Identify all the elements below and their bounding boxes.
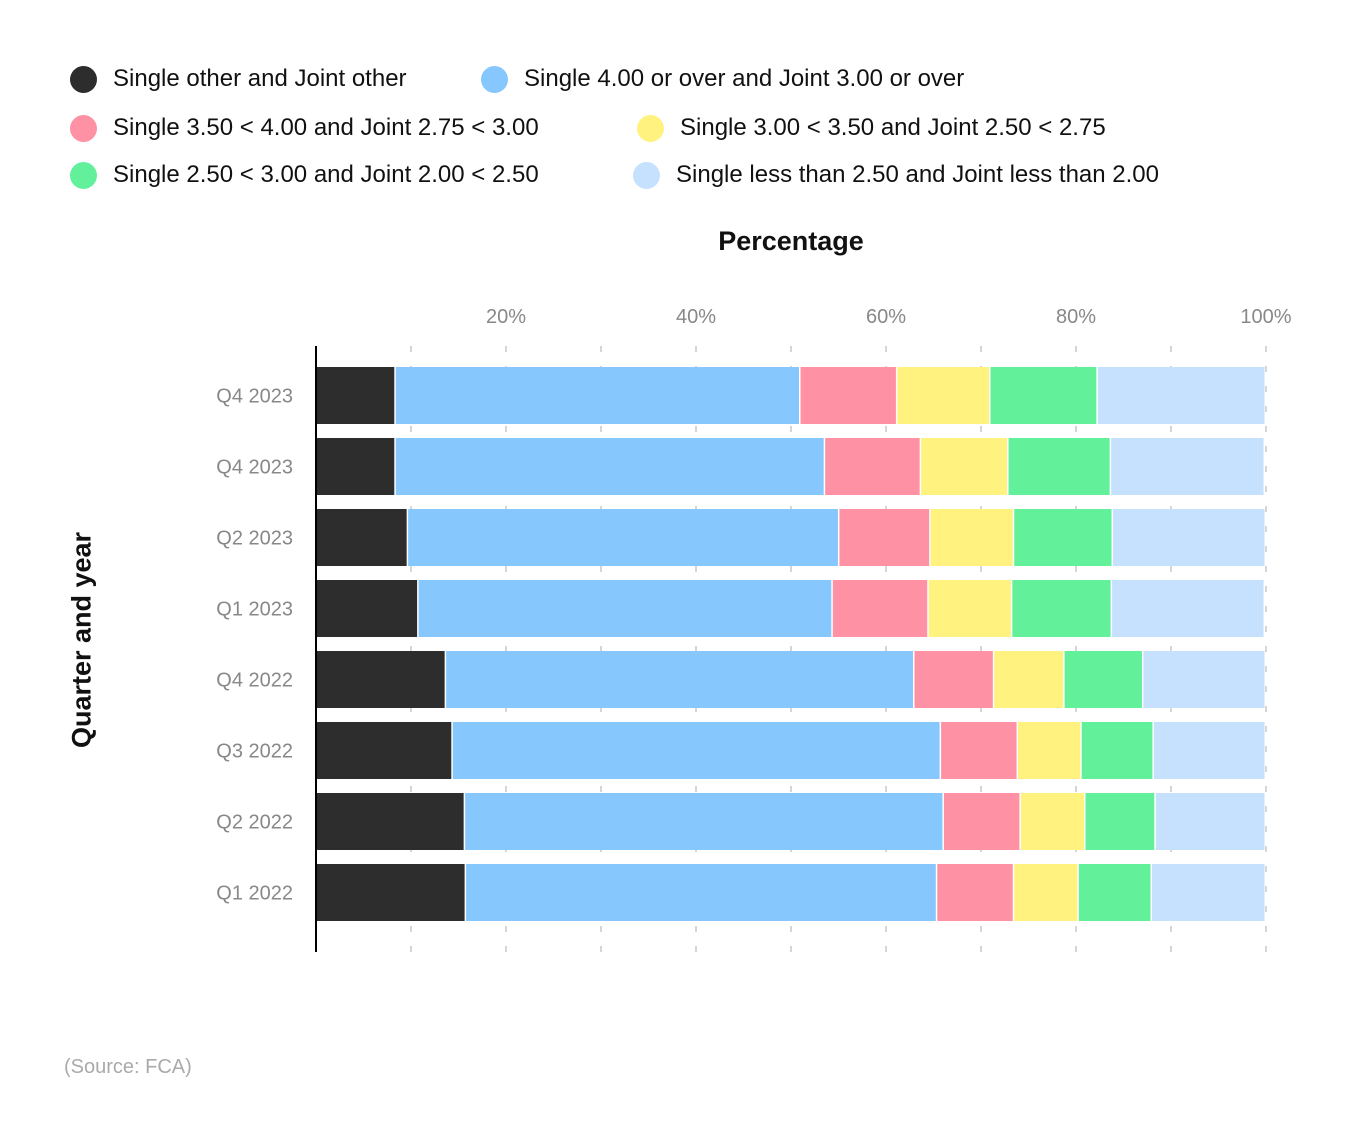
bar-segment <box>1085 793 1155 850</box>
legend-label: Single 3.00 < 3.50 and Joint 2.50 < 2.75 <box>680 114 1106 141</box>
bar-segment <box>839 509 930 566</box>
legend-label: Single 4.00 or over and Joint 3.00 or ov… <box>524 65 965 92</box>
legend-label: Single other and Joint other <box>113 65 407 92</box>
legend-item: Single 3.50 < 4.00 and Joint 2.75 < 3.00 <box>70 114 539 142</box>
y-tick-label: Q1 2022 <box>216 883 293 905</box>
legend-label: Single 2.50 < 3.00 and Joint 2.00 < 2.50 <box>113 161 539 188</box>
bar-segment <box>937 864 1013 921</box>
bar-segment <box>408 509 838 566</box>
bar-segment <box>832 580 928 637</box>
bar-segment <box>418 580 832 637</box>
bar-segment <box>1064 651 1142 708</box>
x-tick-label: 20% <box>486 306 526 328</box>
bar-segment <box>465 793 943 850</box>
y-tick-label: Q4 2023 <box>216 386 293 408</box>
bar-segment <box>316 793 464 850</box>
bar-segment <box>1111 438 1264 495</box>
bar-segment <box>914 651 993 708</box>
bar-segment <box>1014 509 1112 566</box>
bar-segment <box>990 367 1097 424</box>
y-tick-label: Q2 2022 <box>216 812 293 834</box>
bar-segment <box>316 367 395 424</box>
bar-segment <box>1152 864 1265 921</box>
bar-segment <box>921 438 1008 495</box>
bar-segment <box>1113 509 1265 566</box>
bar-segment <box>1143 651 1265 708</box>
legend-swatch <box>637 114 664 142</box>
bar-segment <box>928 580 1011 637</box>
bar-segment <box>1078 864 1151 921</box>
legend-swatch <box>70 161 97 189</box>
legend-item: Single 3.00 < 3.50 and Joint 2.50 < 2.75 <box>637 114 1106 142</box>
bar-segment <box>316 580 418 637</box>
bar-segment <box>316 864 465 921</box>
bar-segment <box>1012 580 1111 637</box>
bar-segment <box>316 509 407 566</box>
x-tick-label: 80% <box>1056 306 1096 328</box>
bar-segment <box>800 367 896 424</box>
bar-segment <box>941 722 1017 779</box>
x-tick-label: 60% <box>866 306 906 328</box>
bar-segment <box>466 864 936 921</box>
y-tick-label: Q4 2023 <box>216 457 293 479</box>
legend-item: Single 2.50 < 3.00 and Joint 2.00 < 2.50 <box>70 161 539 189</box>
bar-segment <box>395 367 799 424</box>
legend-item: Single 4.00 or over and Joint 3.00 or ov… <box>481 65 964 93</box>
legend-swatch <box>70 65 97 93</box>
x-tick-label: 100% <box>1240 306 1291 328</box>
bar-segment <box>316 722 452 779</box>
legend-item: Single other and Joint other <box>70 65 407 93</box>
legend-item: Single less than 2.50 and Joint less tha… <box>633 161 1159 189</box>
bar-segment <box>1008 438 1110 495</box>
bar-segment <box>1081 722 1153 779</box>
source-note: (Source: FCA) <box>64 1056 192 1078</box>
legend-label: Single less than 2.50 and Joint less tha… <box>676 161 1159 188</box>
x-axis-label: Percentage <box>718 226 864 256</box>
bar-segment <box>1097 367 1265 424</box>
bar-segment <box>452 722 940 779</box>
bar-segment <box>316 651 445 708</box>
bar-segment <box>1018 722 1081 779</box>
y-tick-label: Q2 2023 <box>216 528 293 550</box>
legend-swatch <box>70 114 97 142</box>
bar-segment <box>1155 793 1265 850</box>
bar-segment <box>1112 580 1264 637</box>
bar-segment <box>943 793 1020 850</box>
bar-segment <box>994 651 1064 708</box>
bar-segment <box>1014 864 1078 921</box>
bar-segment <box>1020 793 1084 850</box>
y-tick-label: Q3 2022 <box>216 741 293 763</box>
y-tick-label: Q1 2023 <box>216 599 293 621</box>
y-tick-label: Q4 2022 <box>216 670 293 692</box>
bar-segment <box>446 651 913 708</box>
bar-segment <box>930 509 1013 566</box>
bar-segment <box>395 438 824 495</box>
bar-segment <box>316 438 395 495</box>
x-tick-label: 40% <box>676 306 716 328</box>
legend-swatch <box>481 65 508 93</box>
bar-segment <box>1153 722 1265 779</box>
bar-segment <box>825 438 920 495</box>
legend-swatch <box>633 161 660 189</box>
legend-label: Single 3.50 < 4.00 and Joint 2.75 < 3.00 <box>113 114 539 141</box>
bar-segment <box>897 367 989 424</box>
